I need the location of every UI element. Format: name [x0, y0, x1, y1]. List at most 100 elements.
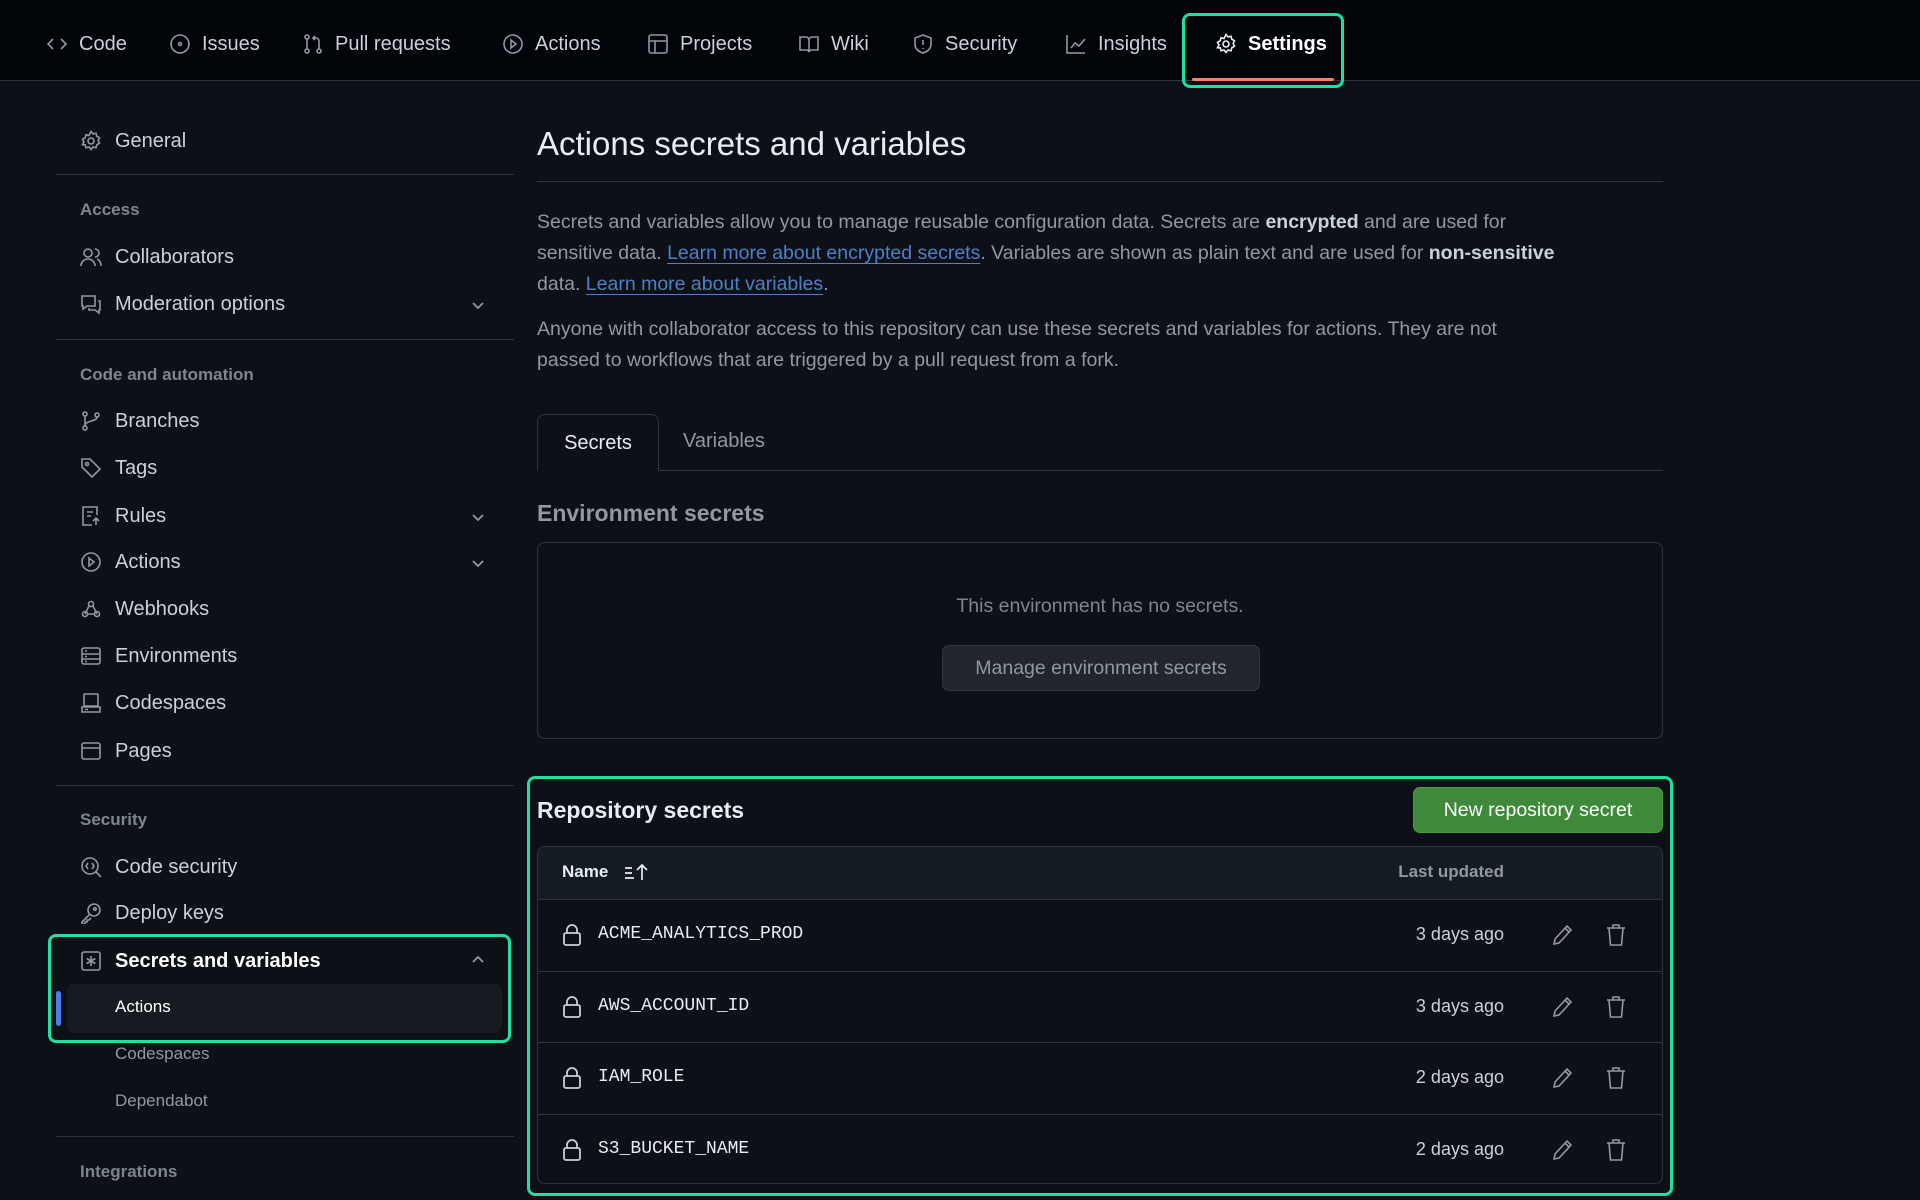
lock-icon — [563, 1138, 581, 1161]
table-row: S3_BUCKET_NAME 2 days ago — [538, 1113, 1662, 1184]
sidebar-item-code-security[interactable]: Code security — [80, 852, 237, 882]
gear-icon — [1216, 33, 1236, 54]
last-updated: 2 days ago — [1415, 1138, 1504, 1159]
comment-icon — [81, 295, 101, 315]
sidebar-item-branches[interactable]: Branches — [80, 406, 200, 436]
trash-icon[interactable] — [1604, 1137, 1628, 1163]
learn-more-secrets-link[interactable]: Learn more about encrypted secrets — [667, 242, 981, 264]
description: Secrets and variables allow you to manag… — [537, 207, 1554, 300]
secret-name: S3_BUCKET_NAME — [598, 1138, 750, 1159]
sidebar-item-rules[interactable]: Rules — [80, 501, 166, 531]
pencil-icon[interactable] — [1550, 994, 1574, 1020]
tabs-border — [537, 470, 1663, 471]
text: data. — [537, 273, 586, 295]
nav-tab-label: Actions — [535, 32, 601, 55]
nav-tab-label: Projects — [680, 32, 753, 55]
nav-tab-actions[interactable]: Actions — [502, 30, 601, 58]
codespaces-icon — [81, 693, 101, 713]
divider — [56, 1136, 514, 1137]
pencil-icon[interactable] — [1550, 1065, 1574, 1091]
nav-tab-pull-requests[interactable]: Pull requests — [302, 30, 451, 58]
chevron-down-icon[interactable] — [470, 297, 486, 313]
secrets-table: Name Last updated ACME_ANALYTICS_PROD 3 … — [537, 846, 1663, 1184]
nav-tab-projects[interactable]: Projects — [647, 30, 752, 58]
column-last-updated: Last updated — [1398, 862, 1504, 881]
nav-tab-label: Issues — [202, 32, 260, 55]
sidebar-item-secrets-and-variables[interactable]: Secrets and variables — [80, 946, 321, 976]
sidebar-item-label: Actions — [115, 550, 181, 573]
sidebar-item-deploy-keys[interactable]: Deploy keys — [80, 898, 224, 928]
trash-icon[interactable] — [1604, 922, 1628, 948]
environment-secrets-box: This environment has no secrets. Manage … — [537, 542, 1663, 739]
nav-tab-insights[interactable]: Insights — [1065, 30, 1167, 58]
text: . Variables are shown as plain text and … — [980, 242, 1429, 264]
sidebar-item-actions[interactable]: Actions — [80, 547, 181, 577]
sidebar-item-label: Moderation options — [115, 292, 286, 315]
column-name: Name — [562, 862, 609, 881]
text-bold: non-sensitive — [1428, 242, 1555, 264]
trash-icon[interactable] — [1604, 1065, 1628, 1091]
manage-environment-secrets-button[interactable]: Manage environment secrets — [942, 645, 1260, 691]
key-icon — [81, 903, 101, 924]
text: sensitive data. — [537, 242, 668, 264]
nav-tab-settings[interactable]: Settings — [1215, 30, 1327, 58]
nav-tab-issues[interactable]: Issues — [169, 30, 260, 58]
sidebar-subitem-dependabot[interactable]: Dependabot — [115, 1091, 208, 1110]
sidebar-subitem-actions[interactable]: Actions — [115, 997, 171, 1016]
sidebar-item-label: Codespaces — [115, 691, 227, 714]
tag-icon — [81, 458, 102, 479]
nav-tab-wiki[interactable]: Wiki — [798, 30, 869, 58]
play-icon — [81, 552, 101, 572]
sidebar-item-webhooks[interactable]: Webhooks — [80, 594, 209, 624]
sidebar-item-label: Webhooks — [115, 597, 210, 620]
trash-icon[interactable] — [1604, 994, 1628, 1020]
sidebar-section-heading: Code and automation — [80, 365, 254, 384]
chevron-up-icon[interactable] — [470, 952, 486, 968]
chevron-down-icon[interactable] — [470, 555, 486, 571]
sidebar-subitem-codespaces[interactable]: Codespaces — [115, 1044, 210, 1063]
table-row: IAM_ROLE 2 days ago — [538, 1042, 1662, 1113]
divider — [56, 785, 514, 786]
table-header: Name Last updated — [538, 847, 1662, 899]
sidebar-item-label: Branches — [115, 409, 200, 432]
sidebar-item-tags[interactable]: Tags — [80, 453, 157, 483]
pencil-icon[interactable] — [1550, 1137, 1574, 1163]
pencil-icon[interactable] — [1550, 922, 1574, 948]
learn-more-variables-link[interactable]: Learn more about variables — [585, 273, 824, 295]
sort-ascending-icon[interactable] — [623, 862, 649, 882]
sidebar-item-label: Pages — [115, 739, 172, 762]
table-icon — [648, 34, 668, 54]
secret-name: ACME_ANALYTICS_PROD — [598, 924, 804, 944]
sidebar-section-heading: Access — [80, 200, 140, 219]
code-icon — [46, 38, 68, 50]
empty-state-text: This environment has no secrets. — [956, 595, 1244, 617]
active-item-background — [67, 984, 502, 1033]
active-indicator — [56, 991, 61, 1026]
tab-secrets[interactable]: Secrets — [537, 414, 659, 471]
nav-tab-code[interactable]: Code — [46, 30, 127, 58]
nav-tab-label: Settings — [1248, 32, 1327, 55]
secrets-highlight — [48, 934, 511, 1043]
new-repository-secret-button[interactable]: New repository secret — [1413, 787, 1663, 833]
text: Secrets and variables allow you to manag… — [537, 211, 1266, 233]
repo-nav: Code Issues Pull requests Actions Projects Wi… — [0, 0, 1920, 81]
sidebar-item-label: General — [115, 129, 187, 152]
environment-secrets-heading: Environment secrets — [537, 500, 765, 526]
pull-request-icon — [304, 34, 322, 54]
sidebar-section-heading: Security — [80, 810, 148, 829]
sidebar-item-moderation-options[interactable]: Moderation options — [80, 289, 285, 319]
sidebar-item-pages[interactable]: Pages — [80, 736, 172, 766]
sidebar-item-codespaces[interactable]: Codespaces — [80, 688, 226, 718]
secret-name: AWS_ACCOUNT_ID — [598, 995, 750, 1016]
nav-tab-label: Security — [945, 32, 1018, 55]
gear-icon — [81, 130, 101, 151]
people-icon — [80, 248, 102, 267]
active-tab-underline — [1192, 78, 1334, 81]
nav-tab-security[interactable]: Security — [912, 30, 1017, 58]
chevron-down-icon[interactable] — [470, 509, 486, 525]
sidebar-item-environments[interactable]: Environments — [80, 641, 237, 671]
sidebar-item-general[interactable]: General — [80, 126, 186, 156]
text: Anyone with collaborator access to this … — [537, 318, 1497, 340]
tab-variables[interactable]: Variables — [683, 430, 765, 452]
sidebar-item-collaborators[interactable]: Collaborators — [80, 242, 234, 272]
